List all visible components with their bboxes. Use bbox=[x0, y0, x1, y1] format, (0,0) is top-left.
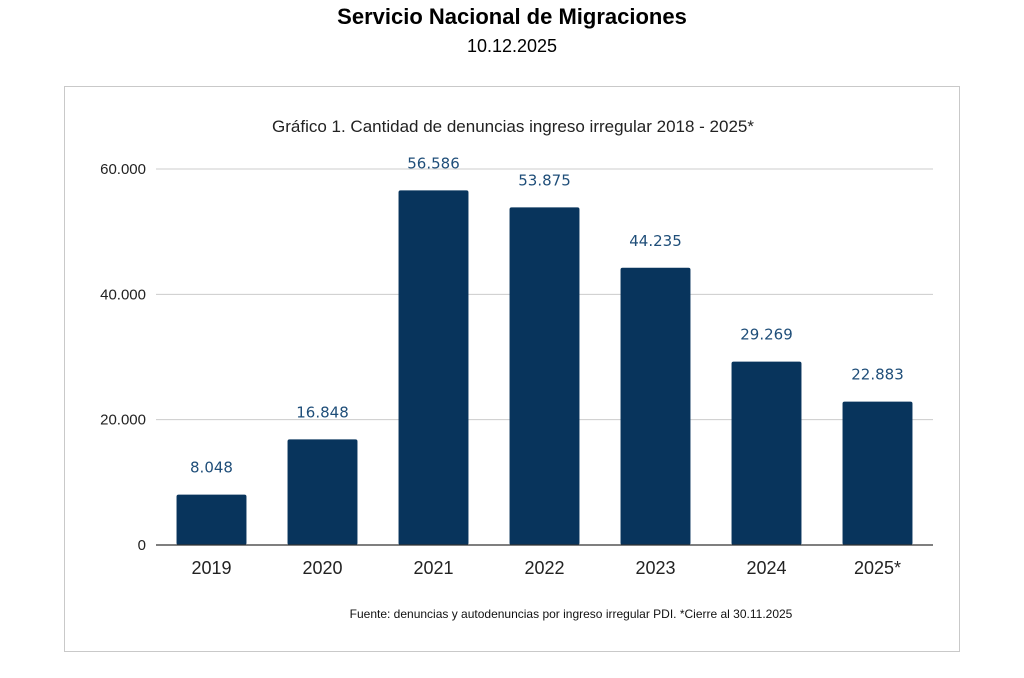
data-labels: 8.048 16.848 56.586 53.875 44.235 29.269 22.88… bbox=[190, 154, 904, 476]
x-tick-label-2019: 2019 bbox=[191, 558, 231, 578]
bar-2024 bbox=[731, 361, 802, 545]
source-note: Fuente: denuncias y autodenuncias por in… bbox=[350, 607, 793, 621]
chart-title: Gráfico 1. Cantidad de denuncias ingreso… bbox=[272, 117, 754, 136]
document-title: Servicio Nacional de Migraciones bbox=[337, 4, 687, 29]
y-tick-label: 40.000 bbox=[100, 286, 146, 303]
bar-2022 bbox=[509, 207, 580, 545]
data-label-2022: 53.875 bbox=[518, 171, 571, 189]
data-label-2024: 29.269 bbox=[740, 326, 793, 344]
bar-2020 bbox=[287, 439, 358, 545]
x-tick-label-2021: 2021 bbox=[413, 558, 453, 578]
y-tick-label: 0 bbox=[138, 537, 146, 554]
x-tick-label-2025*: 2025* bbox=[854, 558, 901, 578]
data-label-2021: 56.586 bbox=[407, 154, 460, 172]
x-tick-label-2022: 2022 bbox=[524, 558, 564, 578]
y-tick-label: 60.000 bbox=[100, 161, 146, 178]
y-tick-label: 20.000 bbox=[100, 412, 146, 429]
bar-2023 bbox=[620, 267, 691, 545]
bar-chart: Gráfico 1. Cantidad de denuncias ingreso… bbox=[100, 117, 933, 621]
bar-2021 bbox=[398, 190, 469, 545]
bar-2019 bbox=[176, 494, 247, 545]
data-label-2019: 8.048 bbox=[190, 459, 233, 477]
x-axis-ticks: 2019 2020 2021 2022 2023 2024 2025* bbox=[191, 558, 901, 578]
data-label-2025*: 22.883 bbox=[851, 366, 904, 384]
data-label-2020: 16.848 bbox=[296, 403, 349, 421]
y-axis-ticks: 0 20.000 40.000 60.000 bbox=[100, 161, 146, 554]
chart-frame: Gráfico 1. Cantidad de denuncias ingreso… bbox=[64, 86, 960, 652]
x-tick-label-2020: 2020 bbox=[302, 558, 342, 578]
bars bbox=[176, 190, 913, 545]
x-tick-label-2024: 2024 bbox=[746, 558, 786, 578]
x-tick-label-2023: 2023 bbox=[635, 558, 675, 578]
data-label-2023: 44.235 bbox=[629, 232, 682, 250]
document-date: 10.12.2025 bbox=[466, 36, 558, 56]
bar-2025* bbox=[842, 401, 913, 545]
